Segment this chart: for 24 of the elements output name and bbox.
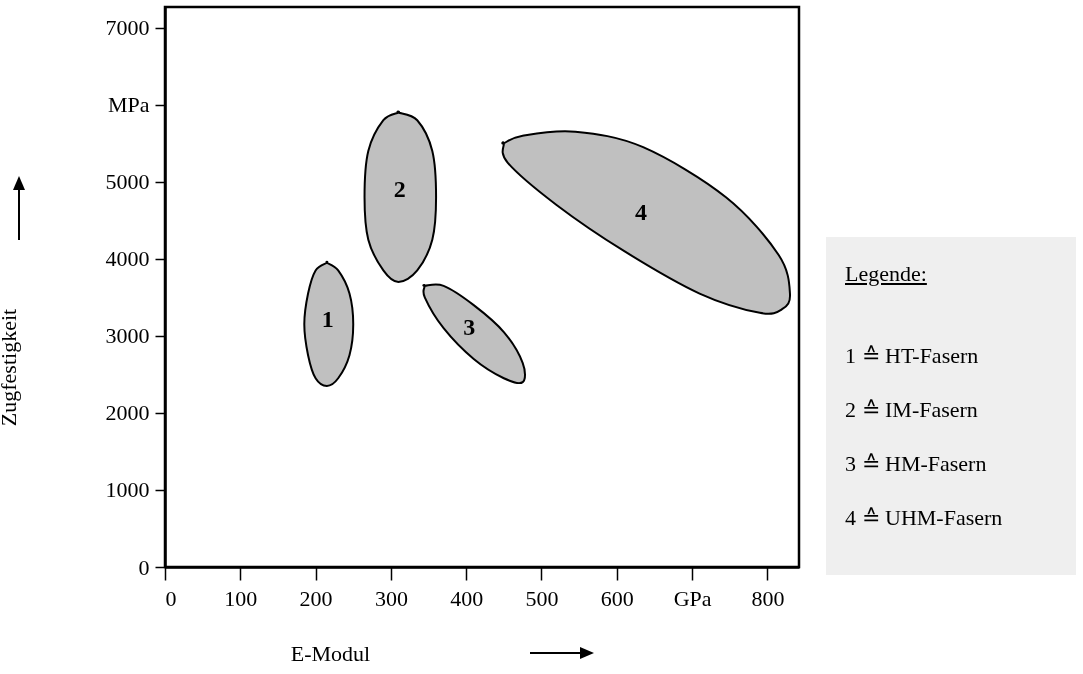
y-axis-title: Zugfestigkeit	[0, 308, 21, 427]
x-tick-label: 800	[751, 585, 785, 611]
series-label: 1	[321, 305, 334, 332]
x-tick-label: 200	[299, 585, 333, 611]
x-tick-label: 300	[374, 585, 408, 611]
legend-panel: Legende: 1 ≙ HT-Fasern 2 ≙ IM-Fasern 3 ≙ HM-Fasern 4 ≙ UHM-Fasern	[826, 237, 1076, 575]
x-tick-label: 600	[600, 585, 634, 611]
x-tick-label: 100	[224, 585, 258, 611]
x-tick-label: 400	[450, 585, 484, 611]
series-label: 4	[634, 198, 647, 225]
y-tick-label: 7000	[105, 15, 150, 41]
y-tick-label: 5000	[105, 169, 150, 195]
series-label: 2	[393, 175, 406, 202]
y-tick-label: 1000	[105, 477, 150, 503]
y-tick-label: 2000	[105, 400, 150, 426]
x-tick-label: 0	[165, 585, 177, 611]
y-tick-label: MPa	[107, 92, 150, 118]
y-tick-label: 0	[138, 554, 150, 580]
x-tick-label: GPa	[673, 585, 712, 611]
series-label: 3	[463, 313, 476, 340]
y-tick-label: 3000	[105, 323, 150, 349]
y-tick-label: 4000	[105, 246, 150, 272]
x-axis-title: E-Modul	[290, 640, 371, 666]
x-tick-label: 500	[525, 585, 559, 611]
